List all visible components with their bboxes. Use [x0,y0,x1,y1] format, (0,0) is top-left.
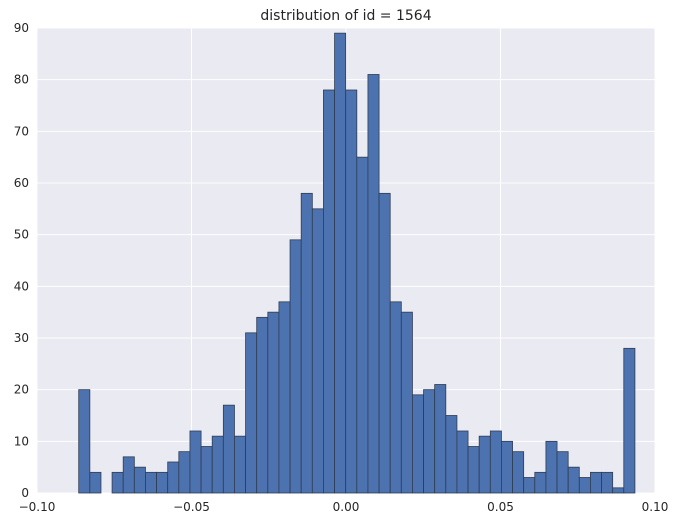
y-tick-label: 80 [14,73,29,87]
y-tick-label: 0 [21,486,29,500]
y-tick-label: 60 [14,176,29,190]
histogram-bar [601,471,614,494]
y-tick-label: 70 [14,124,29,138]
histogram-bar [234,435,246,494]
histogram-bar [478,435,491,494]
histogram-bar [590,471,602,494]
histogram-bar [467,446,480,494]
histogram-bar [78,389,91,494]
histogram-bar [133,466,146,494]
histogram-bar [89,471,102,494]
histogram-bar [323,89,335,494]
x-tick-label: −0.05 [173,500,210,514]
histogram-bar [122,456,135,494]
histogram-bar [178,451,191,494]
histogram-bar [300,192,313,494]
histogram-bar [311,208,324,494]
histogram-bar [489,430,502,494]
histogram-bar [356,156,369,494]
histogram-bar [345,89,358,494]
x-tick-label: −0.10 [19,500,56,514]
histogram-bar [200,446,213,494]
histogram-bar [389,301,402,494]
histogram-bar [578,477,591,494]
x-tick-label: 0.10 [642,500,669,514]
histogram-bar [256,316,269,494]
histogram-bar [367,74,380,494]
y-tick-label: 50 [14,228,29,242]
chart-title: distribution of id = 1564 [260,8,431,24]
histogram-bar [523,477,536,494]
histogram-bar [267,311,280,494]
histogram-bar [111,471,124,494]
y-tick-label: 30 [14,331,29,345]
histogram-bar [412,394,424,494]
histogram-bar [245,332,258,494]
histogram-bar [278,301,291,494]
histogram-bar [512,451,525,494]
x-tick-label: 0.00 [333,500,360,514]
y-tick-label: 20 [14,383,29,397]
histogram-bar [612,487,625,494]
histogram-bar [456,430,469,494]
histogram-bar [434,384,447,494]
y-tick-label: 40 [14,279,29,293]
histogram-bar [545,440,558,494]
histogram-bar [145,471,157,494]
histogram-bar [156,471,169,494]
histogram-bar [534,471,547,494]
histogram-bar [222,404,235,494]
histogram-bar [378,192,391,494]
histogram-bar [423,389,436,494]
histogram-bar [289,239,302,494]
histogram-bar [334,32,347,494]
histogram-bar [211,435,224,494]
histogram-bar [400,311,413,494]
histogram-bar [501,440,513,494]
y-tick-label: 10 [14,434,29,448]
histogram-bar [556,451,569,494]
histogram-bar [567,466,580,494]
histogram-bar [445,415,458,494]
x-tick-label: 0.05 [487,500,514,514]
histogram-bar [167,461,180,494]
histogram-bar [189,430,202,494]
histogram-bar [623,347,636,494]
y-tick-label: 90 [14,21,29,35]
